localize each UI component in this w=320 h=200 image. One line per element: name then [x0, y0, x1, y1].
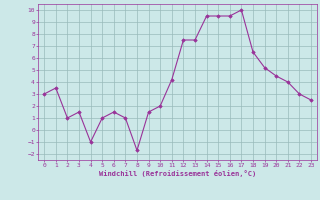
X-axis label: Windchill (Refroidissement éolien,°C): Windchill (Refroidissement éolien,°C)	[99, 170, 256, 177]
